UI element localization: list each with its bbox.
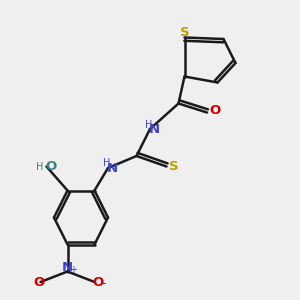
Text: O: O [209,104,220,118]
Text: O: O [92,275,104,289]
Text: +: + [69,265,77,275]
Text: H: H [103,158,110,169]
Text: N: N [62,261,73,274]
Text: N: N [106,161,118,175]
Text: H: H [36,161,44,172]
Text: O: O [45,160,57,173]
Text: O: O [33,275,45,289]
Text: -: - [101,277,106,290]
Text: S: S [169,160,179,173]
Text: H: H [145,119,152,130]
Text: N: N [148,122,160,136]
Text: S: S [180,26,189,40]
